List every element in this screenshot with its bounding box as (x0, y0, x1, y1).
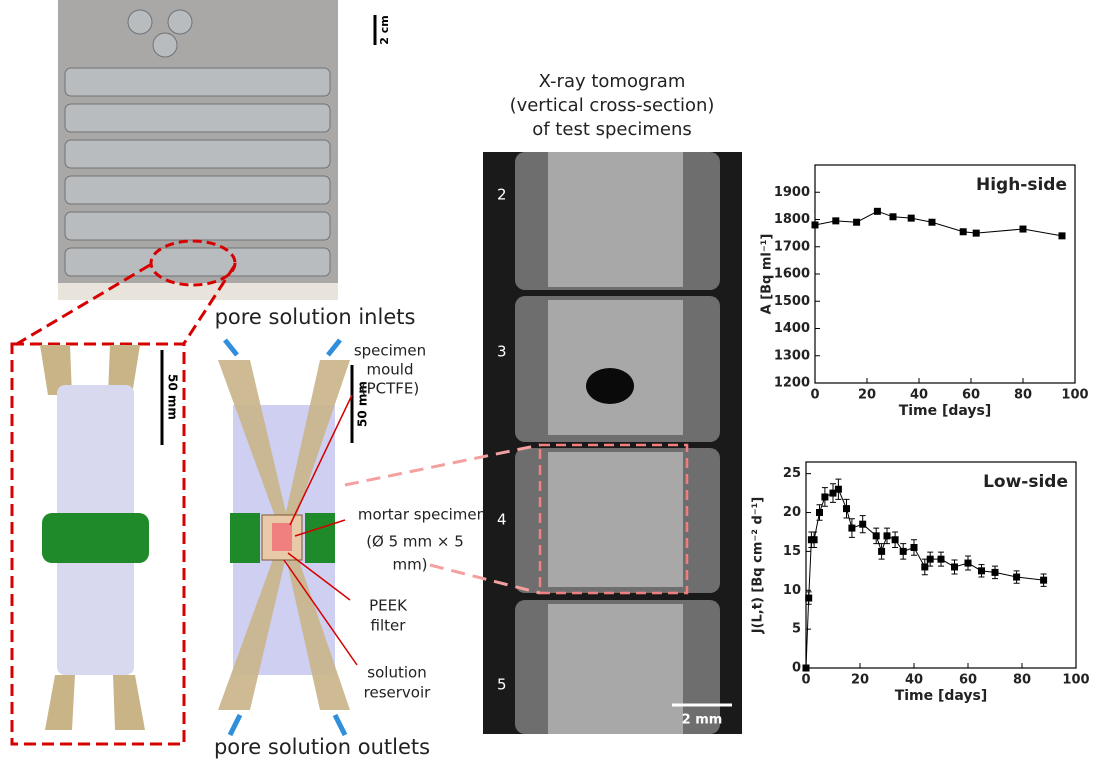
x-tick-label: 40 (905, 673, 923, 688)
marker (927, 556, 934, 563)
mould-label: specimen (354, 342, 426, 360)
figure: 2 cm 50 mm pore solution inlets pore sol… (0, 0, 1095, 761)
marker (973, 230, 980, 237)
marker (843, 505, 850, 512)
marker (908, 215, 915, 222)
specimen-label: mortar specimen (358, 506, 486, 524)
marker (1020, 226, 1027, 233)
specimen-number: 3 (497, 343, 507, 361)
y-tick-label: 20 (783, 505, 801, 520)
marker (821, 493, 828, 500)
marker (951, 563, 958, 570)
x-axis-label: Time [days] (899, 403, 992, 419)
specimen-number: 2 (497, 186, 507, 204)
tomogram-title: (vertical cross-section) (510, 95, 715, 116)
filter-label: PEEK (369, 597, 408, 615)
reservoir-label: solution (367, 664, 426, 682)
y-tick-label: 5 (792, 622, 801, 637)
specimen-label: (Ø 5 mm × 5 (366, 533, 464, 551)
y-tick-label: 1300 (774, 348, 810, 363)
x-tick-label: 0 (801, 673, 810, 688)
mould-label: (PCTFE) (361, 380, 420, 398)
marker (884, 532, 891, 539)
marker (960, 228, 967, 235)
plot-frame (815, 165, 1075, 383)
tomogram-title: X-ray tomogram (539, 71, 686, 92)
x-tick-label: 20 (858, 388, 876, 403)
y-tick-label: 0 (792, 661, 801, 676)
marker (911, 544, 918, 551)
chart-title: Low-side (983, 472, 1068, 492)
mould-label: mould (367, 361, 414, 379)
marker (811, 536, 818, 543)
x-tick-label: 80 (1013, 673, 1031, 688)
scale-label: 50 mm (166, 374, 180, 420)
x-tick-label: 60 (959, 673, 977, 688)
y-tick-label: 1600 (774, 267, 810, 282)
y-axis-label: A [Bq ml⁻¹] (760, 234, 775, 315)
y-tick-label: 1900 (774, 185, 810, 200)
x-tick-label: 100 (1062, 673, 1089, 688)
marker (1059, 232, 1066, 239)
marker (890, 213, 897, 220)
x-tick-label: 40 (910, 388, 928, 403)
series-line (806, 489, 1044, 668)
y-tick-label: 1800 (774, 212, 810, 227)
specimen-label: mm) (392, 556, 427, 574)
x-tick-label: 0 (810, 388, 819, 403)
marker (874, 208, 881, 215)
y-tick-label: 1700 (774, 239, 810, 254)
marker (892, 536, 899, 543)
marker (853, 219, 860, 226)
y-tick-label: 15 (783, 544, 801, 559)
marker (929, 219, 936, 226)
photo-scale-label: 2 cm (378, 15, 391, 44)
marker (816, 509, 823, 516)
tomogram-scale-label: 2 mm (682, 713, 723, 728)
y-tick-label: 1200 (774, 376, 810, 391)
marker (873, 532, 880, 539)
marker (921, 563, 928, 570)
marker (878, 548, 885, 555)
y-tick-label: 25 (783, 466, 801, 481)
marker (978, 567, 985, 574)
y-tick-label: 1400 (774, 321, 810, 336)
tomogram: X-ray tomogram (vertical cross-section) … (345, 71, 742, 734)
marker (812, 221, 819, 228)
x-tick-label: 100 (1061, 388, 1088, 403)
marker (1040, 577, 1047, 584)
outlets-label: pore solution outlets (214, 735, 430, 759)
chart-title: High-side (976, 175, 1067, 195)
x-axis-label: Time [days] (895, 688, 988, 704)
marker (900, 548, 907, 555)
specimen-number: 5 (497, 676, 507, 694)
tomogram-title: of test specimens (532, 119, 692, 140)
y-axis-label: J(L,t) [Bq cm⁻² d⁻¹] (751, 497, 766, 635)
marker (965, 560, 972, 567)
marker (835, 486, 842, 493)
specimen-number: 4 (497, 511, 507, 529)
y-tick-label: 10 (783, 583, 801, 598)
marker (803, 665, 810, 672)
marker (805, 595, 812, 602)
marker (848, 525, 855, 532)
marker (992, 569, 999, 576)
marker (859, 521, 866, 528)
x-tick-label: 20 (851, 673, 869, 688)
photo: 2 cm (15, 0, 391, 345)
marker (938, 556, 945, 563)
x-tick-label: 60 (962, 388, 980, 403)
y-tick-label: 1500 (774, 294, 810, 309)
marker (832, 217, 839, 224)
filter-label: filter (371, 617, 407, 635)
x-tick-label: 80 (1014, 388, 1032, 403)
diagram: pore solution inlets pore solution outle… (214, 305, 486, 759)
reservoir-label: reservoir (364, 684, 431, 702)
inlets-label: pore solution inlets (215, 305, 416, 329)
marker (1013, 574, 1020, 581)
render: 50 mm (12, 344, 184, 744)
